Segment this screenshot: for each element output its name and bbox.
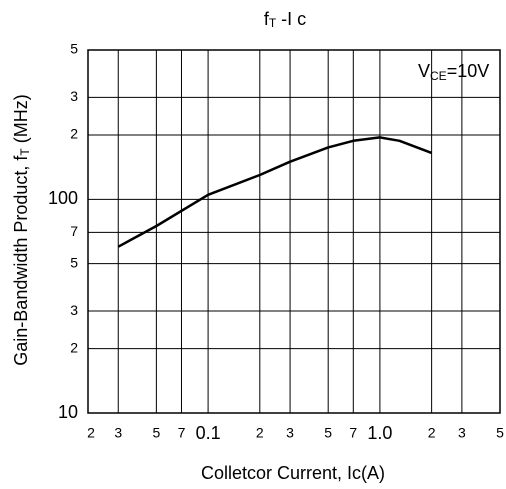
y-tick-label: 100 xyxy=(48,188,78,208)
line-series xyxy=(117,136,433,248)
chart-title: fT -I c xyxy=(264,9,306,30)
x-tick-label: 5 xyxy=(324,425,332,441)
x-tick-label: 3 xyxy=(458,425,466,441)
plot-frame xyxy=(87,49,501,414)
x-tick-label: 7 xyxy=(349,425,357,441)
y-tick-label: 7 xyxy=(70,223,78,239)
x-axis-label: Colletcor Current, Ic(A) xyxy=(201,463,385,483)
x-tick-label: 3 xyxy=(286,425,294,441)
x-tick-label: 1.0 xyxy=(367,423,392,443)
x-tick-label: 2 xyxy=(256,425,264,441)
x-tick-label: 2 xyxy=(428,425,436,441)
y-tick-label: 10 xyxy=(58,402,78,422)
y-axis-label: Gain-Bandwidth Product, fT (MHz) xyxy=(11,94,32,365)
x-tick-label: 2 xyxy=(87,425,95,441)
y-tick-label: 3 xyxy=(70,302,78,318)
y-tick-label: 2 xyxy=(70,126,78,142)
y-tick-label: 5 xyxy=(70,254,78,270)
annotation: VCE=10V xyxy=(418,61,489,83)
y-tick-label: 3 xyxy=(70,88,78,104)
x-tick-label: 3 xyxy=(114,425,122,441)
y-tick-label: 2 xyxy=(70,339,78,355)
x-tick-label: 7 xyxy=(178,425,186,441)
x-tick-label: 5 xyxy=(496,425,504,441)
x-tick-label: 5 xyxy=(152,425,160,441)
x-tick-label: 0.1 xyxy=(196,423,221,443)
y-tick-label: 5 xyxy=(70,41,78,57)
